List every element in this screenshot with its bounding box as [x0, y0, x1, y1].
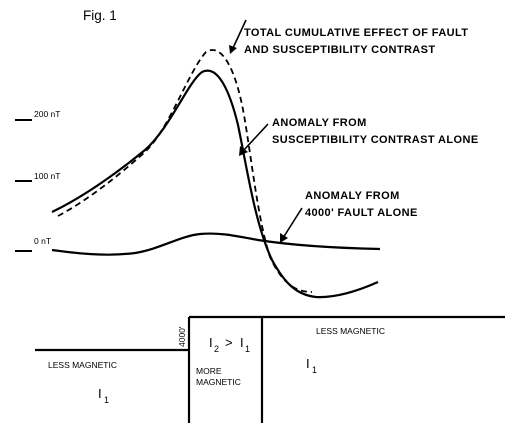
fault-label-line2: 4000' FAULT ALONE: [305, 207, 418, 219]
leader-arrows: [229, 19, 303, 243]
susceptibility-label-line1: ANOMALY FROM: [272, 117, 367, 129]
left-block-label: LESS MAGNETIC: [48, 360, 117, 370]
center-relation-op: >: [225, 335, 233, 350]
fault-throw-label: 4000': [177, 326, 187, 347]
nt-scale: 200 nT 100 nT 0 nT: [15, 109, 60, 252]
susceptibility-leader-arrowhead: [239, 146, 248, 156]
total-leader-arrowhead: [229, 45, 237, 54]
fault-leader-line: [282, 207, 303, 239]
tick-label-200: 200 nT: [34, 109, 60, 119]
center-block-label-line2: MAGNETIC: [196, 377, 241, 387]
center-block-label-line1: MORE: [196, 366, 222, 376]
fault-leader-arrowhead: [280, 233, 288, 243]
total-effect-label-line1: TOTAL CUMULATIVE EFFECT OF FAULT: [244, 27, 468, 39]
center-relation-i1: I: [240, 335, 244, 350]
susceptibility-anomaly-curve: [51, 69, 379, 299]
tick-label-0: 0 nT: [34, 236, 51, 246]
left-block-subscript: 1: [104, 395, 109, 405]
susceptibility-label-line2: SUSCEPTIBILITY CONTRAST ALONE: [272, 134, 479, 146]
center-relation-i2: I: [209, 335, 213, 350]
total-effect-label-line2: AND SUSCEPTIBILITY CONTRAST: [244, 44, 436, 56]
fault-label-line1: ANOMALY FROM: [305, 190, 400, 202]
total-cumulative-curve: [57, 49, 313, 293]
right-block-symbol: I: [306, 356, 310, 371]
right-block-label: LESS MAGNETIC: [316, 326, 385, 336]
total-leader-line: [232, 19, 247, 49]
figure-label: Fig. 1: [83, 8, 117, 23]
fault-anomaly-curve: [51, 232, 381, 256]
right-block-subscript: 1: [312, 365, 317, 375]
susceptibility-leader-line: [242, 123, 269, 152]
center-relation-i1-sub: 1: [245, 344, 250, 354]
left-block-symbol: I: [98, 386, 102, 401]
cross-section: 4000' LESS MAGNETIC I 1 I 2 > I 1 MORE M…: [35, 315, 505, 423]
tick-label-100: 100 nT: [34, 171, 60, 181]
center-relation-i2-sub: 2: [214, 344, 219, 354]
